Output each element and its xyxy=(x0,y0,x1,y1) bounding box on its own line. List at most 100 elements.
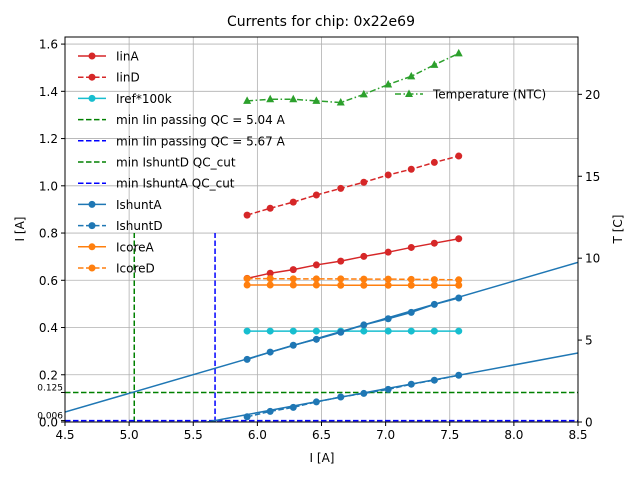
legend-label: IshuntD xyxy=(116,219,163,233)
data-point xyxy=(384,80,393,88)
y2-tick-label: 20 xyxy=(585,88,600,102)
data-point xyxy=(337,275,345,283)
series-line xyxy=(246,155,459,216)
data-point xyxy=(407,308,415,316)
data-point xyxy=(337,257,345,265)
series-line xyxy=(246,237,459,280)
y-tick-label: 0.6 xyxy=(39,274,58,288)
data-point xyxy=(337,184,345,192)
data-point xyxy=(455,294,463,302)
series-icorea xyxy=(243,281,463,289)
legend-label: Temperature (NTC) xyxy=(432,88,546,102)
data-point xyxy=(430,60,439,68)
data-point xyxy=(360,327,368,335)
legend-label: min Iin passing QC = 5.67 A xyxy=(116,134,286,148)
data-point xyxy=(266,281,274,289)
series-iref-100k xyxy=(243,327,463,335)
legend-entry: min Iin passing QC = 5.04 A xyxy=(78,113,286,127)
x-axis-label: I [A] xyxy=(310,451,335,465)
data-point xyxy=(454,48,463,57)
data-point xyxy=(430,327,438,335)
legend-entry: IcoreD xyxy=(78,262,155,276)
x-tick-label: 7.5 xyxy=(440,428,459,442)
legend-label: Iref*100k xyxy=(116,92,172,106)
data-point xyxy=(360,252,368,260)
data-point xyxy=(430,281,438,289)
y-tick-label: 1.0 xyxy=(39,179,58,193)
data-point xyxy=(407,165,415,173)
data-point xyxy=(289,198,297,206)
plot-area xyxy=(65,48,578,422)
legend-entry: min IshuntA QC_cut xyxy=(78,177,235,191)
series-ishuntd xyxy=(243,371,463,421)
legend-label: IshuntA xyxy=(116,198,162,212)
data-point xyxy=(243,355,251,363)
data-point xyxy=(455,281,463,289)
legend-entry: min IshuntD QC_cut xyxy=(78,156,236,170)
series-line xyxy=(246,374,459,418)
data-point xyxy=(312,281,320,289)
x-tick-label: 7.0 xyxy=(376,428,395,442)
legend-entry: Iref*100k xyxy=(78,92,172,106)
data-point xyxy=(407,327,415,335)
series-icored xyxy=(243,275,463,284)
data-point xyxy=(407,275,415,283)
data-point xyxy=(360,281,368,289)
data-point xyxy=(266,407,274,415)
legend-entry: IinA xyxy=(78,50,139,64)
data-point xyxy=(384,171,392,179)
data-point xyxy=(312,275,320,283)
data-point xyxy=(430,276,438,284)
data-point xyxy=(430,158,438,166)
x-tick-label: 6.0 xyxy=(248,428,267,442)
data-point xyxy=(337,328,345,336)
legend-entry: IcoreA xyxy=(78,240,155,254)
legend-entry: IshuntD xyxy=(78,219,163,233)
legend-label: IinA xyxy=(116,50,139,64)
chart-title: Currents for chip: 0x22e69 xyxy=(227,14,415,30)
legend-label: IcoreD xyxy=(116,262,155,276)
legend-entry: IinD xyxy=(78,71,140,85)
series-ishunta xyxy=(243,294,463,363)
legend-marker xyxy=(405,89,413,97)
legend-marker xyxy=(88,264,96,272)
y-tick-label: 0.4 xyxy=(39,321,58,335)
x-tick-label: 8.5 xyxy=(568,428,587,442)
data-point xyxy=(384,248,392,256)
data-point xyxy=(384,315,392,323)
data-point xyxy=(289,275,297,283)
legend-marker xyxy=(88,73,96,81)
data-point xyxy=(360,275,368,283)
data-point xyxy=(384,275,392,283)
legend-label: IcoreA xyxy=(116,240,155,254)
data-point xyxy=(430,300,438,308)
y2-tick-label: 10 xyxy=(585,252,600,266)
legend-label: min IshuntA QC_cut xyxy=(116,177,235,191)
legend-marker xyxy=(88,222,96,230)
grid xyxy=(64,37,579,423)
data-point xyxy=(289,94,298,103)
data-point xyxy=(407,281,415,289)
x-tick-label: 6.5 xyxy=(312,428,331,442)
data-point xyxy=(312,335,320,343)
data-point xyxy=(289,327,297,335)
data-point xyxy=(384,281,392,289)
data-point xyxy=(407,380,415,388)
data-point xyxy=(455,371,463,379)
data-point xyxy=(312,96,321,104)
data-point xyxy=(289,281,297,289)
y-axis-label: I [A] xyxy=(13,217,27,242)
data-point xyxy=(407,71,416,80)
legend-marker xyxy=(88,94,96,102)
data-point xyxy=(243,413,251,421)
data-point xyxy=(312,191,320,199)
legend-label: min Iin passing QC = 5.04 A xyxy=(116,113,286,127)
data-point xyxy=(266,348,274,356)
legend-label: IinD xyxy=(116,71,140,85)
legend-entry: min Iin passing QC = 5.67 A xyxy=(78,134,286,148)
data-point xyxy=(455,276,463,284)
data-point xyxy=(266,269,274,277)
data-point xyxy=(243,211,251,219)
